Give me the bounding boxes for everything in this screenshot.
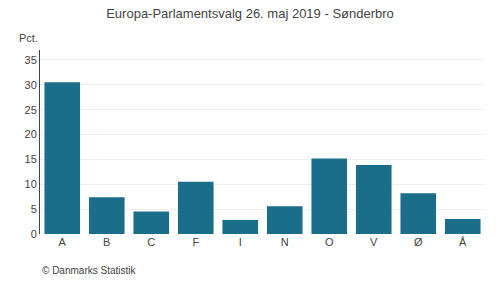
svg-text:Å: Å: [459, 236, 467, 248]
svg-text:10: 10: [25, 178, 37, 190]
svg-text:O: O: [325, 236, 334, 248]
svg-text:15: 15: [25, 153, 37, 165]
svg-text:© Danmarks Statistik: © Danmarks Statistik: [42, 265, 137, 276]
svg-text:5: 5: [31, 203, 37, 215]
svg-text:25: 25: [25, 104, 37, 116]
svg-text:20: 20: [25, 128, 37, 140]
svg-text:N: N: [281, 236, 289, 248]
svg-text:0: 0: [31, 228, 37, 240]
svg-text:Europa-Parlamentsvalg 26. maj: Europa-Parlamentsvalg 26. maj 2019 - Søn…: [106, 6, 394, 21]
svg-text:30: 30: [25, 79, 37, 91]
svg-text:I: I: [239, 236, 242, 248]
svg-text:B: B: [103, 236, 110, 248]
svg-text:Pct.: Pct.: [19, 32, 38, 44]
svg-text:V: V: [370, 236, 378, 248]
svg-text:A: A: [59, 236, 67, 248]
svg-text:C: C: [147, 236, 155, 248]
svg-text:Ø: Ø: [414, 236, 423, 248]
svg-text:F: F: [192, 236, 199, 248]
svg-text:35: 35: [25, 54, 37, 66]
